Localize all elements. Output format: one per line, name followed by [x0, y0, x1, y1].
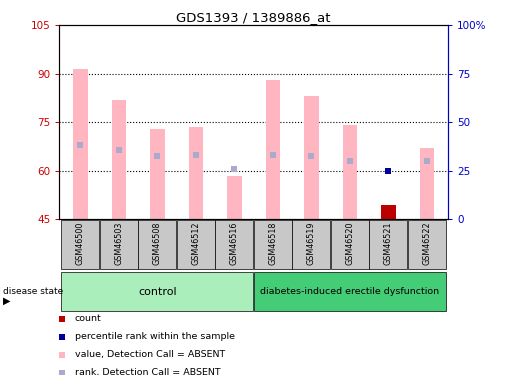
Bar: [215, 220, 253, 270]
Bar: [100, 220, 138, 270]
Text: diabetes-induced erectile dysfunction: diabetes-induced erectile dysfunction: [260, 287, 439, 296]
Text: GSM46508: GSM46508: [153, 222, 162, 266]
Text: GSM46520: GSM46520: [346, 222, 354, 266]
Text: disease state: disease state: [3, 287, 63, 296]
Bar: [139, 220, 177, 270]
Bar: [254, 220, 292, 270]
Bar: [266, 80, 280, 219]
Bar: [420, 148, 434, 219]
Bar: [112, 100, 126, 219]
Text: rank, Detection Call = ABSENT: rank, Detection Call = ABSENT: [75, 368, 220, 375]
Bar: [177, 220, 215, 270]
Text: value, Detection Call = ABSENT: value, Detection Call = ABSENT: [75, 350, 225, 359]
Bar: [188, 127, 203, 219]
Bar: [150, 129, 165, 219]
Text: count: count: [75, 314, 101, 323]
Text: GSM46519: GSM46519: [307, 222, 316, 266]
Bar: [73, 69, 88, 219]
Text: GSM46516: GSM46516: [230, 222, 239, 266]
Text: percentile rank within the sample: percentile rank within the sample: [75, 332, 235, 341]
Bar: [293, 220, 331, 270]
Text: GSM46518: GSM46518: [268, 222, 278, 266]
Bar: [381, 205, 396, 219]
Bar: [227, 176, 242, 219]
Text: GSM46522: GSM46522: [422, 222, 432, 266]
Text: GSM46512: GSM46512: [192, 222, 200, 266]
Bar: [331, 220, 369, 270]
Text: GSM46521: GSM46521: [384, 222, 393, 266]
Bar: [342, 126, 357, 219]
Title: GDS1393 / 1389886_at: GDS1393 / 1389886_at: [176, 11, 331, 24]
Bar: [408, 220, 446, 270]
Text: control: control: [138, 286, 177, 297]
Bar: [61, 272, 253, 311]
Text: GSM46503: GSM46503: [114, 222, 124, 266]
Bar: [61, 220, 99, 270]
Bar: [369, 220, 407, 270]
Text: ▶: ▶: [3, 296, 10, 306]
Text: GSM46500: GSM46500: [76, 222, 85, 266]
Bar: [254, 272, 446, 311]
Bar: [304, 96, 319, 219]
